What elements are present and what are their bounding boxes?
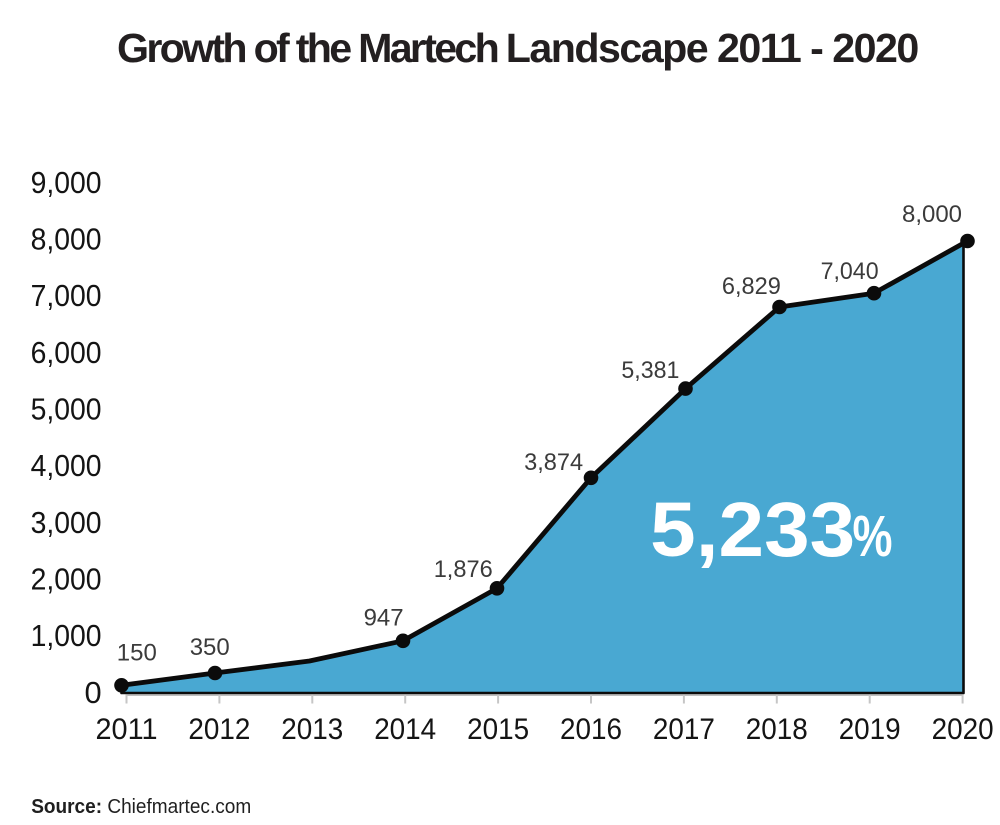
svg-text:6,000: 6,000 [31,335,102,370]
svg-text:7,000: 7,000 [31,278,102,313]
svg-text:%: % [853,504,893,569]
svg-text:0: 0 [84,675,101,710]
svg-text:9,000: 9,000 [31,165,102,200]
svg-text:5,000: 5,000 [31,392,102,427]
svg-text:150: 150 [117,640,157,667]
svg-text:7,040: 7,040 [821,258,879,285]
svg-text:2020: 2020 [932,713,994,746]
svg-text:8,000: 8,000 [902,201,962,228]
svg-text:8,000: 8,000 [31,222,102,257]
svg-text:2011: 2011 [96,713,158,746]
svg-text:Source: Chiefmartec.com: Source: Chiefmartec.com [31,796,251,818]
svg-text:2,000: 2,000 [31,562,102,597]
svg-text:2016: 2016 [560,713,622,746]
svg-text:5,233: 5,233 [650,488,855,573]
svg-text:2013: 2013 [281,713,343,746]
svg-text:2019: 2019 [839,713,901,746]
svg-text:5,381: 5,381 [621,357,679,384]
svg-text:1,000: 1,000 [31,618,102,653]
svg-text:6,829: 6,829 [722,273,781,300]
svg-text:2014: 2014 [374,713,436,746]
svg-text:Growth of the Martech Landscap: Growth of the Martech Landscape 2011 - 2… [117,25,919,71]
svg-text:4,000: 4,000 [31,448,102,483]
svg-text:2018: 2018 [746,713,808,746]
svg-text:3,000: 3,000 [31,505,102,540]
svg-text:3,874: 3,874 [524,449,583,476]
svg-text:947: 947 [364,604,404,631]
svg-text:2015: 2015 [467,713,529,746]
svg-text:2012: 2012 [188,713,250,746]
svg-text:1,876: 1,876 [434,556,493,583]
svg-text:2017: 2017 [653,713,715,746]
svg-text:350: 350 [190,634,230,661]
